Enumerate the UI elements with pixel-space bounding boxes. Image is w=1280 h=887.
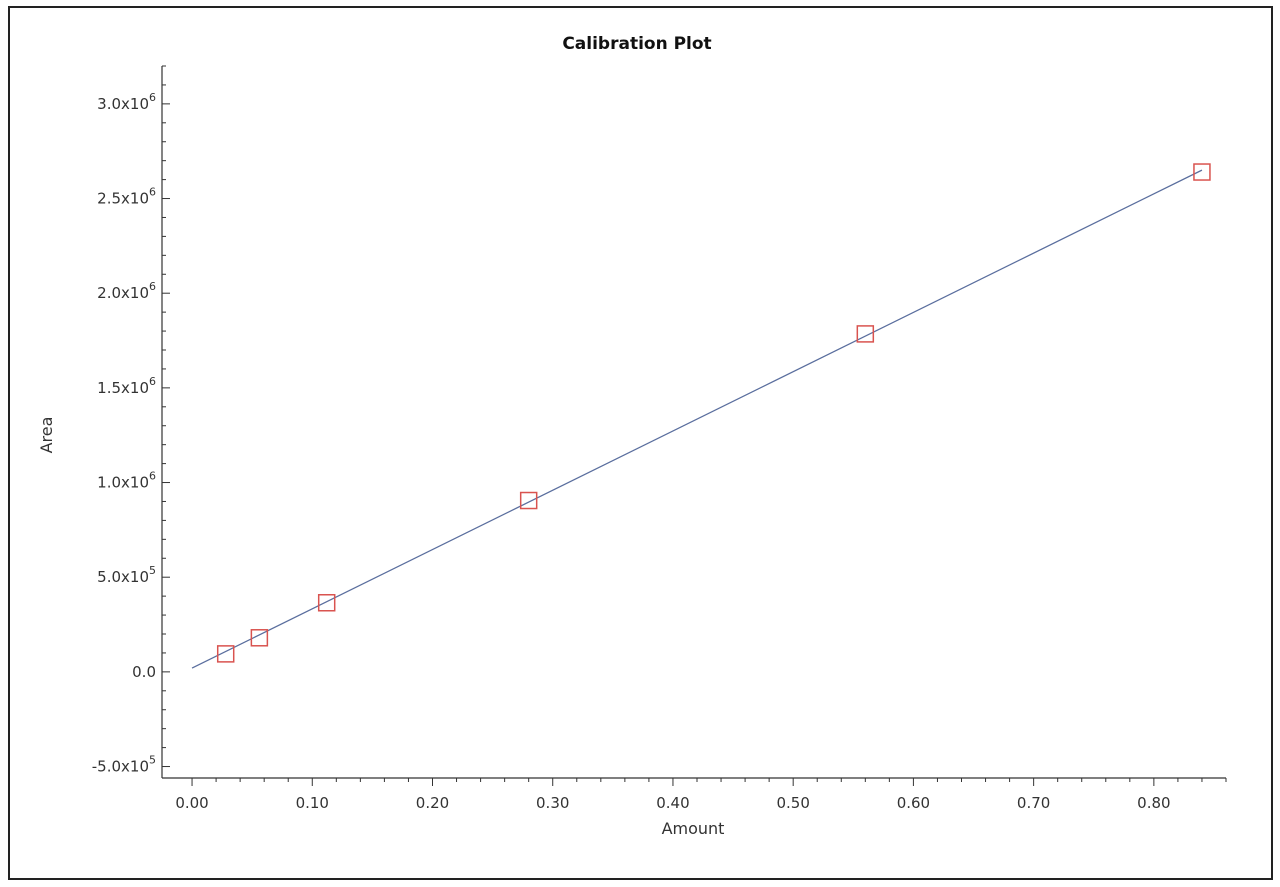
x-tick-label: 0.70 [1017, 794, 1050, 812]
data-points [216, 163, 1211, 663]
y-tick-label: 2.5x106 [97, 186, 156, 208]
data-point [519, 491, 538, 510]
x-axis-label: Amount [662, 819, 725, 838]
data-point [317, 594, 336, 612]
x-tick-label: 0.30 [536, 794, 569, 812]
y-tick-label: 0.0 [132, 663, 156, 681]
fit-line-group [191, 169, 1203, 669]
data-point [856, 325, 875, 343]
x-tick-label: 0.20 [416, 794, 449, 812]
x-tick-label: 0.00 [175, 794, 208, 812]
y-tick-label: 2.0x106 [97, 280, 156, 302]
chart-frame: Calibration Plot 0.00 0.10 0.20 0.30 0.40 0.5… [8, 6, 1273, 880]
fit-line [191, 169, 1203, 669]
calibration-chart: Calibration Plot 0.00 0.10 0.20 0.30 0.40 0.5… [37, 34, 1227, 838]
y-tick-label: 1.0x106 [97, 470, 156, 492]
y-tick-label: -5.0x105 [92, 754, 156, 776]
x-tick-label: 0.80 [1137, 794, 1170, 812]
x-tick-label: 0.40 [656, 794, 689, 812]
y-tick-label: 5.0x105 [97, 564, 156, 586]
y-tick-label: 1.5x106 [97, 375, 156, 397]
data-point [216, 645, 235, 663]
chart-title: Calibration Plot [562, 34, 711, 54]
y-axis-label: Area [37, 417, 56, 454]
x-tick-label: 0.10 [296, 794, 329, 812]
axes: 0.00 0.10 0.20 0.30 0.40 0.50 0.60 0.70 0.80 -5.0… [92, 65, 1227, 812]
x-tick-label: 0.50 [776, 794, 809, 812]
data-point [250, 629, 269, 647]
y-tick-label: 3.0x106 [97, 91, 156, 113]
data-point [1193, 163, 1211, 181]
x-tick-label: 0.60 [897, 794, 930, 812]
